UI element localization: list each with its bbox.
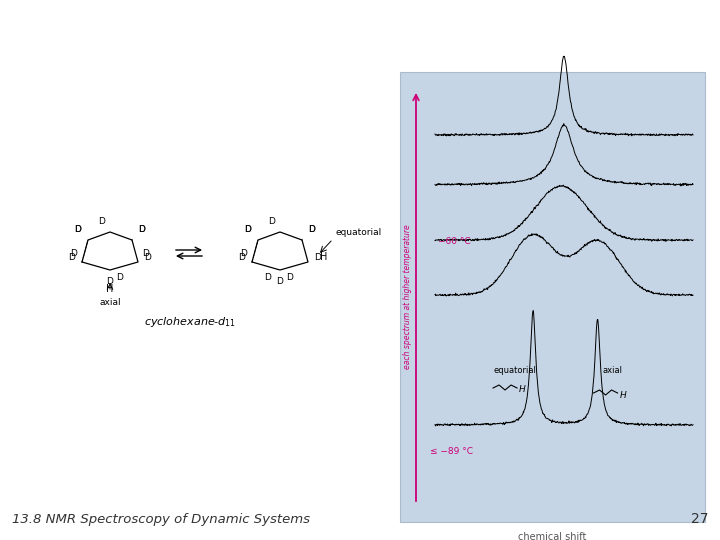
Text: cyclohexane-$d_{11}$: cyclohexane-$d_{11}$ <box>144 315 236 329</box>
Text: D: D <box>107 278 114 287</box>
Text: D: D <box>143 249 150 259</box>
Text: D: D <box>75 226 81 234</box>
Text: D: D <box>269 218 276 226</box>
Text: D: D <box>287 273 294 282</box>
Text: 27: 27 <box>690 512 708 526</box>
Text: H: H <box>619 390 626 400</box>
Text: equatorial: equatorial <box>494 366 536 375</box>
Text: D: D <box>309 226 315 234</box>
Text: D: D <box>309 226 315 234</box>
FancyBboxPatch shape <box>400 72 705 522</box>
Text: D: D <box>138 226 145 234</box>
Text: chemical shift: chemical shift <box>518 532 587 540</box>
Text: H: H <box>320 252 328 262</box>
Text: equatorial: equatorial <box>336 228 382 237</box>
Text: D: D <box>240 249 248 259</box>
Text: H: H <box>519 386 526 395</box>
Text: D: D <box>117 273 123 282</box>
Text: D: D <box>75 226 81 234</box>
Text: D: D <box>145 253 151 262</box>
Text: D: D <box>264 273 271 282</box>
Text: D: D <box>68 253 76 262</box>
Text: D: D <box>238 253 246 262</box>
Text: −60 °C: −60 °C <box>438 238 471 246</box>
Text: D: D <box>276 278 284 287</box>
Text: D: D <box>71 249 78 259</box>
Text: D: D <box>99 218 105 226</box>
Text: D: D <box>245 226 251 234</box>
Text: ≤ −89 °C: ≤ −89 °C <box>430 448 473 456</box>
Text: axial: axial <box>603 366 623 375</box>
Text: 13.8 NMR Spectroscopy of Dynamic Systems: 13.8 NMR Spectroscopy of Dynamic Systems <box>12 513 310 526</box>
Text: D: D <box>138 226 145 234</box>
Text: D: D <box>315 253 321 262</box>
Text: axial: axial <box>99 298 121 307</box>
Text: H: H <box>107 284 114 294</box>
Text: each spectrum at higher temperature: each spectrum at higher temperature <box>403 225 412 369</box>
Text: D: D <box>245 226 251 234</box>
